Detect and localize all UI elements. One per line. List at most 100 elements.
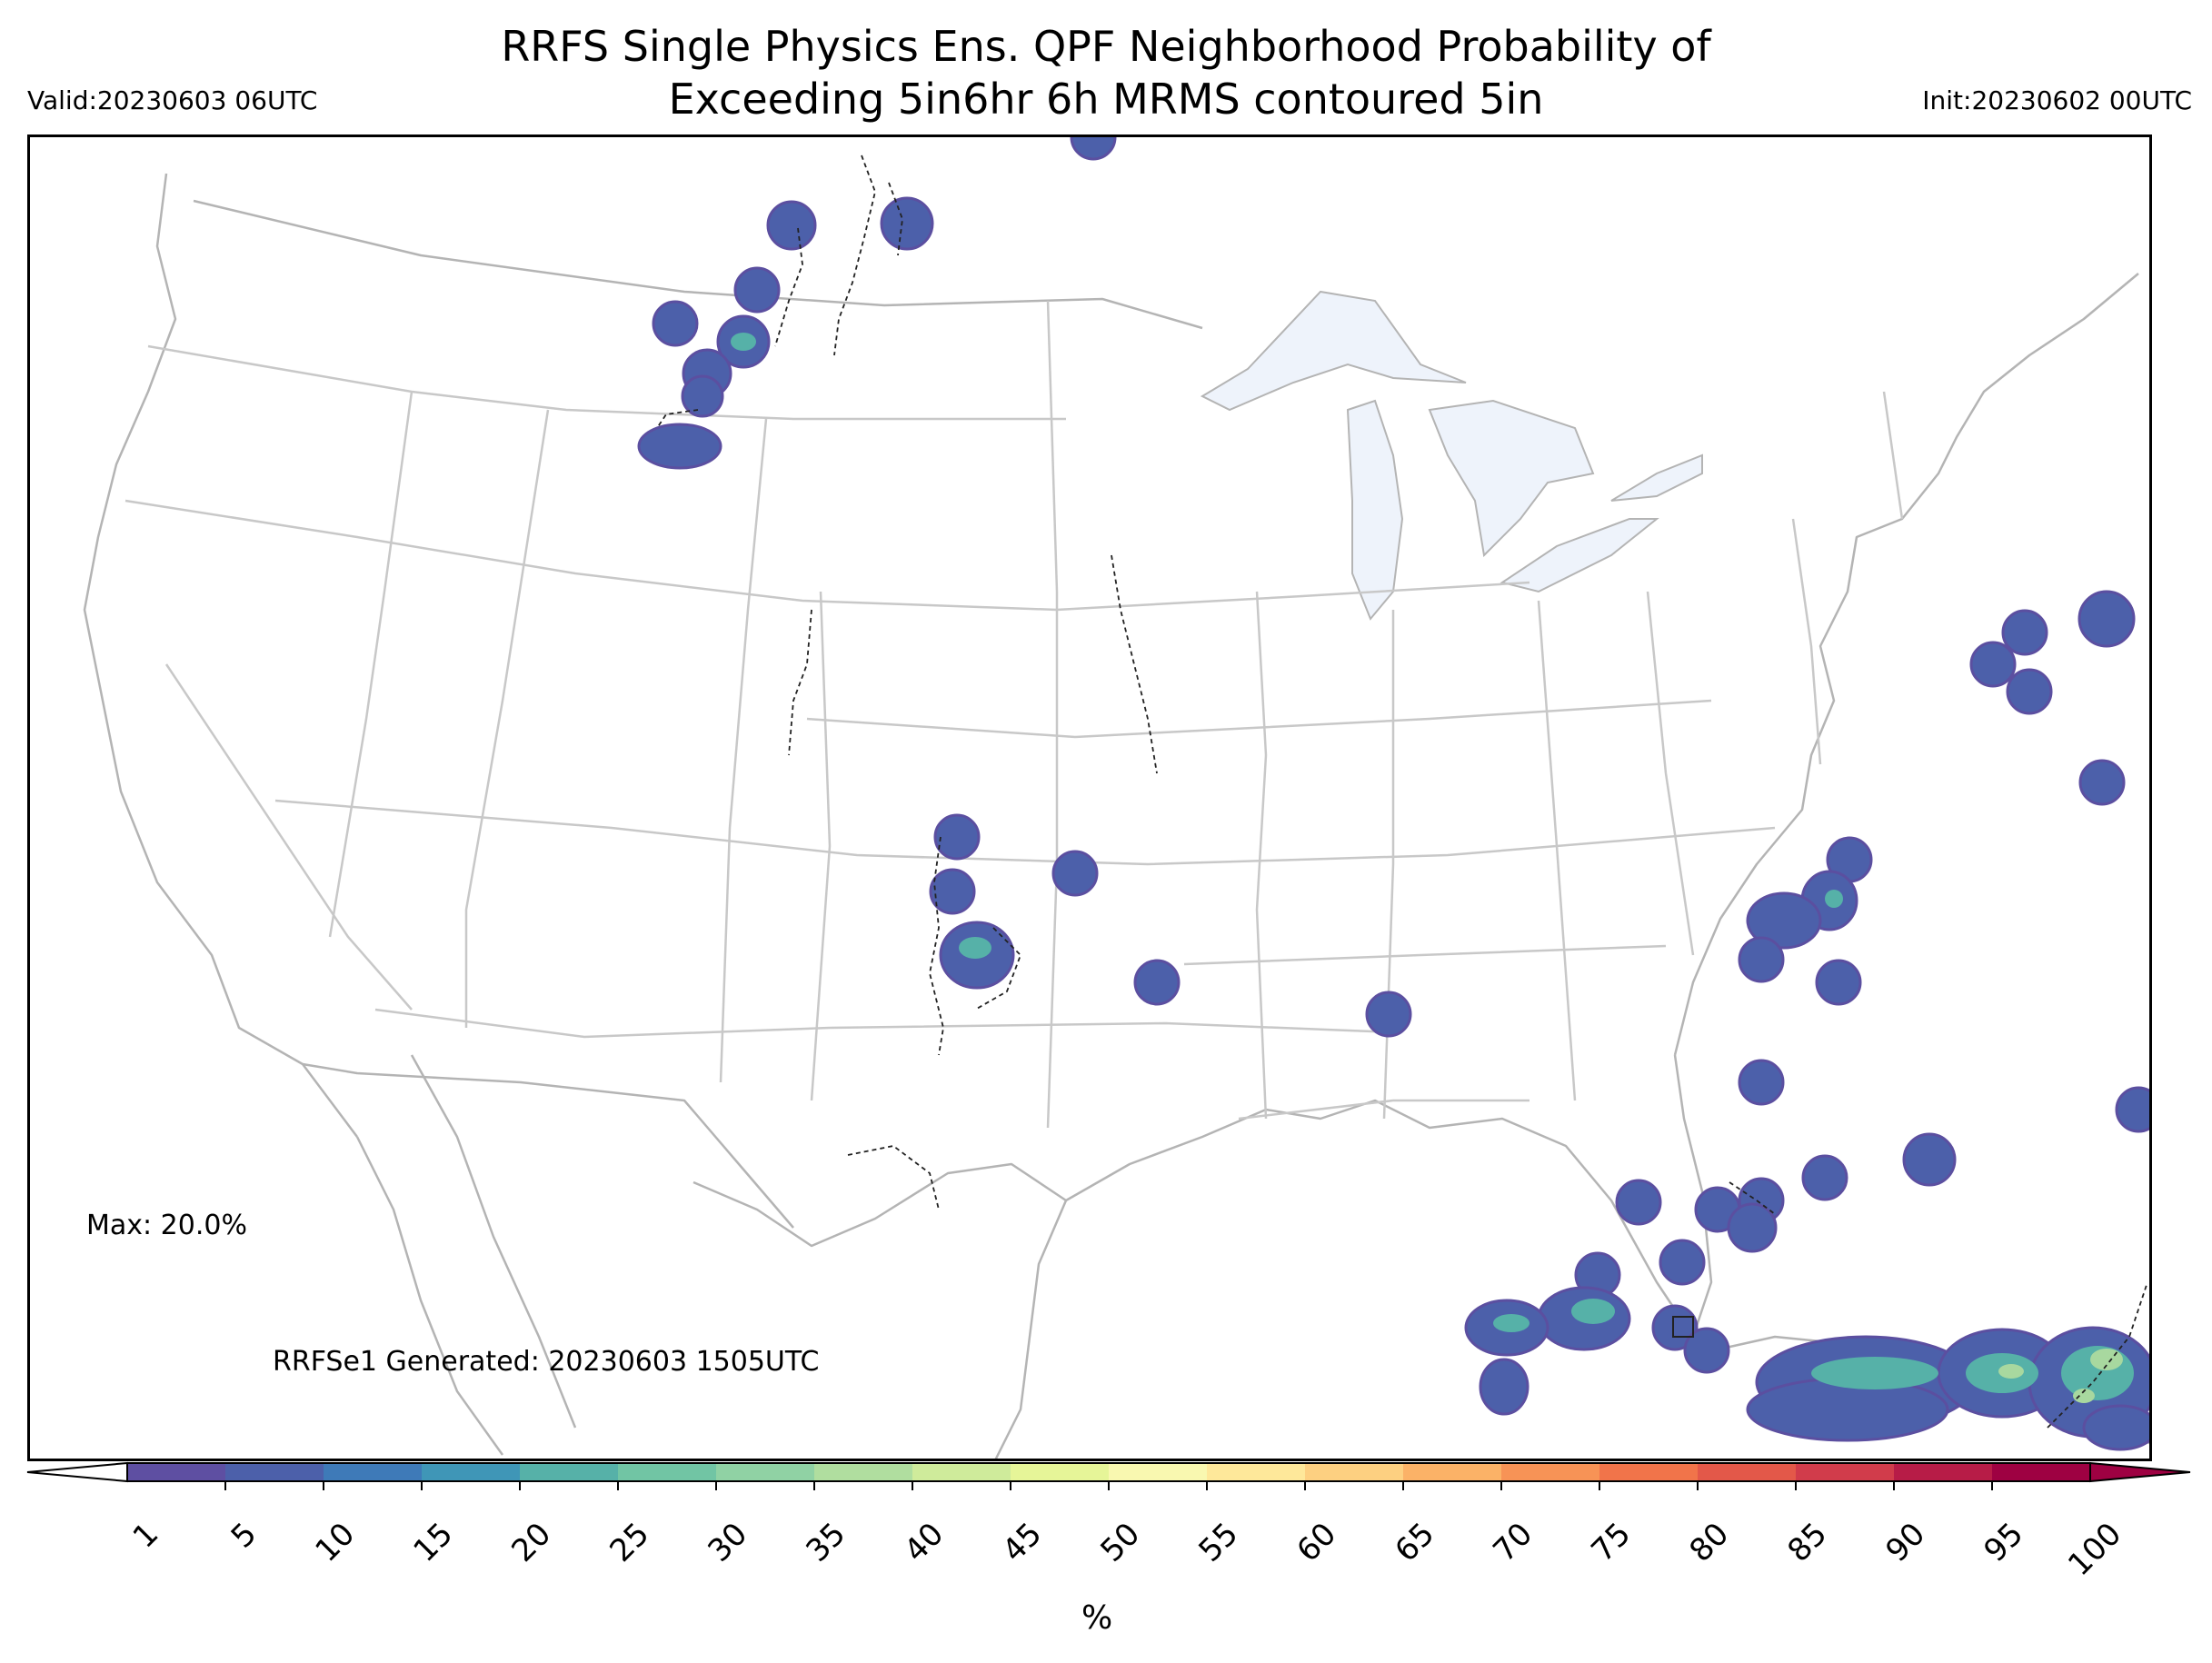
probability-blob <box>766 200 817 251</box>
colorbar-segment <box>1011 1463 1110 1481</box>
state-line <box>1046 300 1059 1129</box>
mexico-border <box>302 1062 794 1229</box>
colorbar-tick-label: 40 <box>897 1516 952 1569</box>
probability-core <box>1571 1299 1615 1324</box>
probability-blob <box>1746 891 1822 950</box>
probability-core <box>1811 1357 1938 1389</box>
probability-blob <box>929 868 976 915</box>
colorbar-segment <box>814 1463 913 1481</box>
colorbar-segment <box>127 1463 226 1481</box>
probability-blob <box>1738 936 1785 983</box>
map-canvas <box>83 137 2149 1459</box>
colorbar-segment <box>1403 1463 1502 1481</box>
probability-blob <box>2077 590 2136 648</box>
state-lines <box>125 300 1904 1129</box>
probability-blob <box>1051 850 1099 897</box>
baja-peninsula <box>355 1136 504 1456</box>
probability-blob <box>1659 1239 1706 1286</box>
colorbar-tick-label: 90 <box>1878 1516 1933 1569</box>
probability-blob <box>1365 991 1412 1038</box>
colorbar-segment <box>1698 1463 1797 1481</box>
probability-blob <box>681 374 724 418</box>
probability-blob <box>1727 1202 1778 1253</box>
colorbar-frame <box>126 1462 2091 1482</box>
colorbar-segment <box>1207 1463 1306 1481</box>
colorbar-tick-label: 55 <box>1191 1516 1246 1569</box>
colorbar-tick-label: 20 <box>504 1516 559 1569</box>
state-line <box>1382 610 1395 1120</box>
state-line <box>274 799 1776 866</box>
colorbar-tick-label: 30 <box>701 1516 755 1569</box>
colorbar-tick-label: 80 <box>1682 1516 1737 1569</box>
state-line <box>806 699 1712 739</box>
colorbar-segment <box>716 1463 815 1481</box>
colorbar-tick-label: 95 <box>1977 1516 2031 1569</box>
state-line <box>125 499 1530 612</box>
mrms-contour <box>774 227 803 347</box>
probability-blob <box>637 423 722 470</box>
state-line <box>1646 591 1695 956</box>
colorbar-segment <box>324 1463 423 1481</box>
lake-michigan <box>1346 399 1404 621</box>
colorbar-tick-label: 1 <box>125 1516 166 1556</box>
colorbar-segment <box>912 1463 1011 1481</box>
colorbar-segment <box>1109 1463 1208 1481</box>
colorbar-segment <box>225 1463 324 1481</box>
state-line <box>1255 591 1268 1120</box>
colorbar-segment <box>1992 1463 2091 1481</box>
colorbar-tick-label: 70 <box>1486 1516 1540 1569</box>
mrms-contour <box>847 1145 940 1210</box>
colorbar-tick-label: 75 <box>1584 1516 1639 1569</box>
state-line <box>1791 518 1822 765</box>
mrms-contour <box>2047 1281 2148 1429</box>
colorbar-max-extend <box>2089 1461 2191 1483</box>
state-line <box>719 418 768 1083</box>
probability-blob <box>2001 609 2048 656</box>
probability-peak <box>2073 1389 2095 1403</box>
state-line <box>810 591 832 1101</box>
colorbar-tick-label: 100 <box>2061 1516 2129 1584</box>
probability-blob <box>1801 1154 1848 1201</box>
title-line-2: Exceeding 5in6hr 6h MRMS contoured 5in <box>668 75 1544 124</box>
probability-blob <box>1615 1179 1662 1226</box>
colorbar-segment <box>1305 1463 1404 1481</box>
colorbar-min-extend <box>26 1461 128 1483</box>
probability-blob <box>2082 1404 2149 1451</box>
mrms-contour <box>1111 554 1158 774</box>
west-coast <box>83 173 358 1138</box>
colorbar-tick-label: 50 <box>1093 1516 1148 1569</box>
probability-blob <box>1902 1132 1957 1187</box>
lake-superior <box>1200 290 1467 412</box>
colorbar-tick-label: 15 <box>406 1516 461 1569</box>
mrms-contour <box>1729 1181 1776 1215</box>
colorbar-segment <box>1894 1463 1993 1481</box>
great-lakes <box>1200 290 1703 621</box>
colorbar-segment <box>422 1463 521 1481</box>
canada-border <box>193 199 1203 330</box>
probability-blob <box>2078 759 2126 806</box>
probability-blob <box>1479 1358 1529 1416</box>
probability-blob <box>1070 137 1117 161</box>
valid-time-label: Valid:20230603 06UTC <box>27 85 318 115</box>
colorbar-tick-label: 85 <box>1780 1516 1835 1569</box>
mrms-contour <box>833 154 876 356</box>
mrms-contours <box>656 154 2148 1429</box>
state-line <box>328 391 414 938</box>
colorbar-tick-label: 60 <box>1290 1516 1344 1569</box>
chart-title: RRFS Single Physics Ens. QPF Neighborhoo… <box>0 20 2212 125</box>
lake-huron <box>1428 399 1595 558</box>
coastlines <box>83 173 2149 1459</box>
mrms-contour <box>929 836 944 1056</box>
colorbar-tick-label: 35 <box>799 1516 853 1569</box>
probability-blob <box>733 266 781 314</box>
probability-core <box>959 937 991 959</box>
probability-core <box>1825 890 1843 908</box>
probability-areas <box>637 137 2149 1451</box>
lake-erie <box>1500 518 1659 593</box>
probability-blob <box>1969 641 2017 688</box>
state-line <box>1183 944 1667 966</box>
colorbar-tick-label: 25 <box>603 1516 657 1569</box>
probability-peak <box>1998 1364 2024 1379</box>
colorbar-segment <box>1501 1463 1600 1481</box>
lake-ontario <box>1610 453 1703 502</box>
